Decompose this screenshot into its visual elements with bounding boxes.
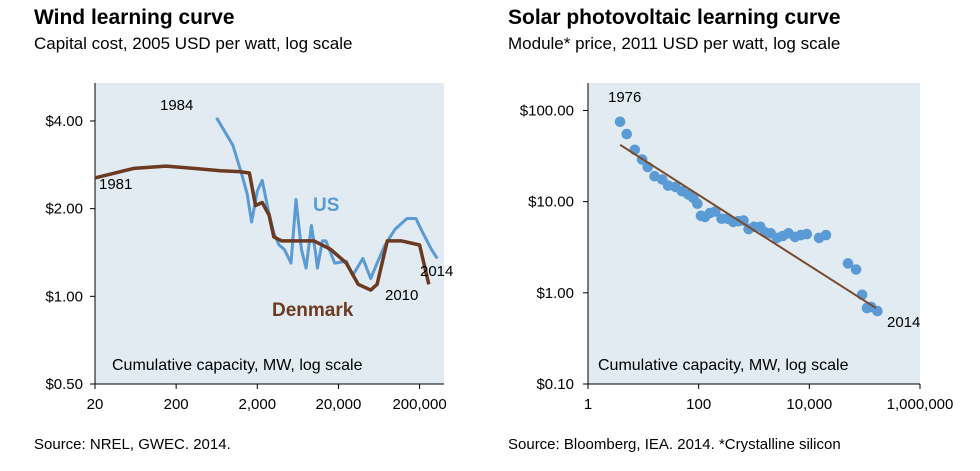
solar-chart-subtitle: Module* price, 2011 USD per watt, log sc… xyxy=(508,34,841,53)
solar-y-tick-label: $0.10 xyxy=(536,376,574,393)
solar-data-point xyxy=(614,116,626,128)
wind-annotation-label-us: US xyxy=(313,195,339,216)
wind-annotation-label-2014: 2014 xyxy=(420,263,453,280)
solar-data-point xyxy=(710,206,721,217)
solar-annotation-label-2014: 2014 xyxy=(887,314,920,331)
solar-plot-area xyxy=(588,83,920,384)
solar-y-tick-label: $100.00 xyxy=(520,102,574,119)
solar-trend-line xyxy=(619,143,877,309)
wind-annotation-label-1981: 1981 xyxy=(99,176,132,193)
wind-chart-source: Source: NREL, GWEC. 2014. xyxy=(34,436,231,453)
solar-x-tick-label: 1,000,000 xyxy=(887,396,954,413)
solar-data-point xyxy=(621,128,632,140)
solar-data-point xyxy=(820,229,832,241)
wind-y-tick-label: $1.00 xyxy=(45,288,83,305)
wind-x-tick-label: 200 xyxy=(164,396,189,413)
solar-y-tick-label: $1.00 xyxy=(536,285,574,302)
solar-data-point xyxy=(842,258,854,269)
wind-series-denmark xyxy=(94,164,431,292)
wind-annotation-label-2010: 2010 xyxy=(385,287,418,304)
solar-data-point xyxy=(801,228,813,240)
wind-chart-title: Wind learning curve xyxy=(34,6,235,29)
wind-y-tick-label: $0.50 xyxy=(45,376,83,393)
solar-data-point xyxy=(692,198,703,209)
solar-x-axis-label: Cumulative capacity, MW, log scale xyxy=(598,357,849,374)
solar-data-point xyxy=(738,215,749,226)
wind-plot-area xyxy=(95,83,444,384)
wind-x-tick-label: 20,000 xyxy=(315,396,361,413)
solar-x-tick-label: 100 xyxy=(686,396,711,413)
solar-x-tick-label: 10,000 xyxy=(786,396,832,413)
wind-x-axis-label: Cumulative capacity, MW, log scale xyxy=(112,357,363,374)
wind-y-tick-label: $2.00 xyxy=(45,201,83,218)
solar-y-tick-label: $10.00 xyxy=(528,194,574,211)
wind-x-tick-label: 20 xyxy=(87,396,104,413)
solar-chart-source: Source: Bloomberg, IEA. 2014. *Crystalli… xyxy=(508,436,841,453)
solar-chart-title: Solar photovoltaic learning curve xyxy=(508,6,841,29)
solar-data-point xyxy=(850,264,862,275)
wind-x-tick-label: 200,000 xyxy=(392,396,446,413)
wind-annotation-label-denmark: Denmark xyxy=(272,300,354,321)
wind-series-us xyxy=(215,117,439,281)
solar-annotation-label-1976: 1976 xyxy=(608,89,641,106)
solar-x-tick-label: 1 xyxy=(584,396,592,413)
wind-x-tick-label: 2,000 xyxy=(239,396,277,413)
wind-y-tick-label: $4.00 xyxy=(45,113,83,130)
wind-annotation-label-1984: 1984 xyxy=(160,97,193,114)
wind-chart-subtitle: Capital cost, 2005 USD per watt, log sca… xyxy=(34,34,353,53)
